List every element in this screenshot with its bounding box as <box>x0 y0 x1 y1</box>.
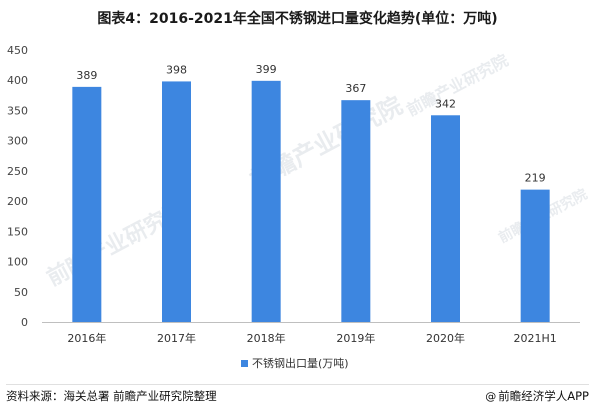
x-tick-label: 2018年 <box>247 331 286 345</box>
bar <box>520 189 550 322</box>
y-tick-label: 450 <box>7 44 28 57</box>
y-tick-label: 150 <box>7 225 28 238</box>
bar <box>341 100 371 323</box>
legend-label: 不锈钢出口量(万吨) <box>252 356 349 370</box>
axes: 0 50 100 150 200 250 300 350 400 450 <box>7 44 580 329</box>
legend-swatch <box>241 360 248 367</box>
y-tick-label: 100 <box>7 256 28 269</box>
x-tick-label: 2016年 <box>67 331 106 345</box>
data-label: 342 <box>435 97 456 110</box>
bar <box>431 115 460 322</box>
data-label: 367 <box>345 82 366 95</box>
watermark: 前瞻产业研究院前瞻产业研究院前瞻产业研究院前瞻产业研究院 <box>43 50 591 291</box>
bar <box>251 80 281 323</box>
bar <box>72 86 102 322</box>
y-tick-label: 200 <box>7 195 28 208</box>
brand-name: 前瞻经济学人APP <box>498 389 589 403</box>
source-note: 资料来源：海关总署 前瞻产业研究院整理 <box>6 389 217 403</box>
y-tick-label: 400 <box>7 74 28 87</box>
y-tick-label: 250 <box>7 165 28 178</box>
bar <box>162 81 191 322</box>
chart-title: 图表4：2016-2021年全国不锈钢进口量变化趋势(单位：万吨) <box>97 11 498 27</box>
footer-divider <box>6 384 589 385</box>
data-label: 389 <box>76 69 97 82</box>
y-tick-label: 0 <box>21 316 28 329</box>
data-label: 219 <box>525 172 546 185</box>
data-label: 399 <box>256 63 277 76</box>
x-tick-label: 2017年 <box>157 331 196 345</box>
x-tick-label: 2019年 <box>336 331 375 345</box>
watermark-text: 前瞻产业研究院 <box>404 50 512 119</box>
x-tick-label: 2020年 <box>426 331 465 345</box>
data-label: 398 <box>166 63 187 76</box>
bars: 389 2016年 398 2017年 399 2018年 367 2019年 342 2020年… <box>67 63 556 345</box>
legend: 不锈钢出口量(万吨) <box>241 356 349 370</box>
x-tick-label: 2021H1 <box>514 332 557 345</box>
brand-mark-icon: @ <box>485 390 497 403</box>
y-tick-label: 300 <box>7 135 28 148</box>
y-tick-label: 50 <box>14 286 28 299</box>
y-tick-label: 350 <box>7 104 28 117</box>
brand-credit: @ 前瞻经济学人APP <box>485 388 589 404</box>
